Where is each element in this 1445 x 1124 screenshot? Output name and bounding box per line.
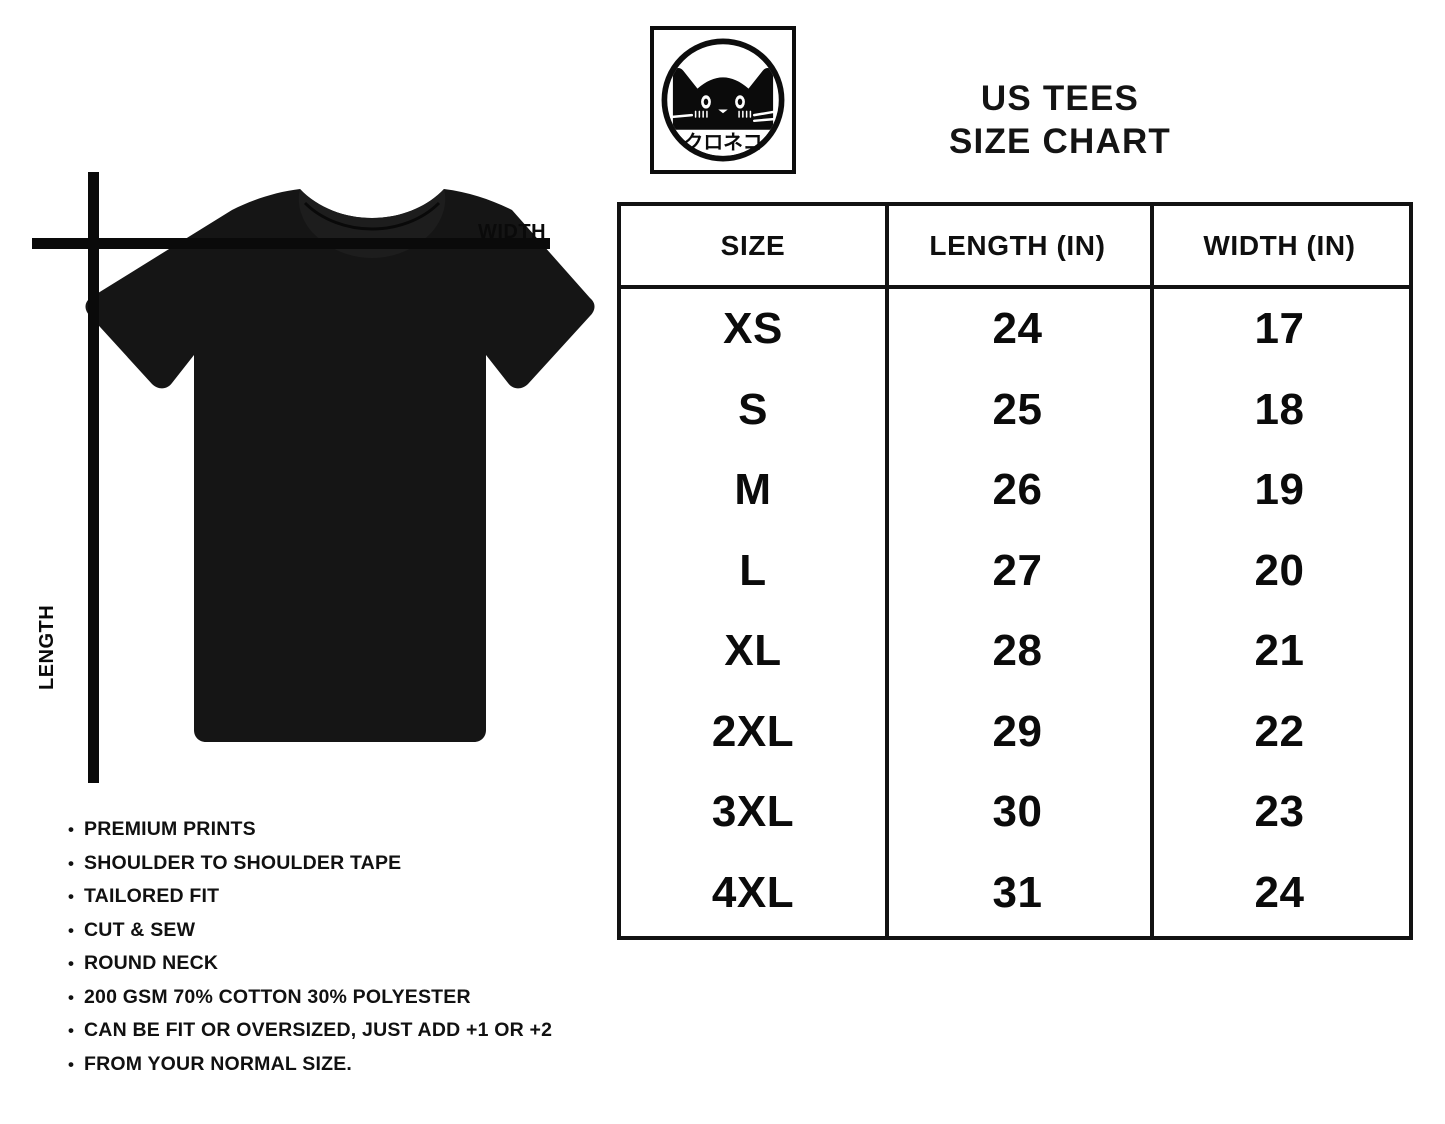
cell-length: 30: [992, 787, 1043, 837]
table-body: XS 24 17 S 25 18 M 26 19 L 27 20: [621, 289, 1409, 936]
list-item: • TAILORED FIT: [68, 885, 608, 907]
column-header-width: WIDTH (IN): [1203, 229, 1356, 261]
feature-text: PREMIUM PRINTS: [84, 818, 256, 840]
cell-width: 17: [1254, 304, 1305, 354]
feature-text: CAN BE FIT OR OVERSIZED, JUST ADD +1 OR …: [84, 1019, 553, 1041]
cell-size: 3XL: [711, 787, 795, 837]
list-item: • SHOULDER TO SHOULDER TAPE: [68, 851, 608, 874]
black-cat-logo-icon: クロネコ: [661, 38, 785, 162]
bullet-icon: •: [68, 1021, 75, 1040]
table-row: L 27 20: [621, 531, 1409, 612]
cell-length: 29: [992, 706, 1043, 756]
list-item: • 200 GSM 70% COTTON 30% POLYESTER: [68, 985, 608, 1008]
features-list: • PREMIUM PRINTS • SHOULDER TO SHOULDER …: [68, 818, 608, 1088]
feature-text: ROUND NECK: [84, 952, 219, 974]
size-chart-table: SIZE LENGTH (IN) WIDTH (IN) XS 24 17 S 2…: [617, 202, 1413, 940]
bullet-icon: •: [68, 887, 75, 906]
width-measure-line: [32, 238, 550, 249]
bullet-icon: •: [68, 987, 75, 1007]
length-label: LENGTH: [36, 604, 58, 690]
cell-width: 21: [1254, 626, 1305, 676]
feature-text: 200 GSM 70% COTTON 30% POLYESTER: [84, 985, 471, 1008]
column-divider-2: [1150, 206, 1154, 936]
bullet-icon: •: [68, 954, 75, 973]
title-line-2: SIZE CHART: [949, 121, 1171, 161]
list-item: • FROM YOUR NORMAL SIZE.: [68, 1052, 608, 1075]
cell-size: XS: [723, 304, 783, 354]
cell-length: 31: [992, 867, 1043, 917]
column-divider-1: [885, 206, 889, 936]
cell-size: L: [739, 545, 767, 595]
length-measure-line: [88, 172, 99, 783]
feature-text: TAILORED FIT: [84, 885, 220, 907]
tshirt-illustration-panel: WIDTH LENGTH: [0, 0, 610, 800]
cell-width: 18: [1254, 384, 1305, 434]
cell-size: XL: [724, 626, 782, 676]
bullet-icon: •: [68, 853, 75, 873]
cell-size: 4XL: [711, 867, 795, 917]
table-row: 3XL 30 23: [621, 772, 1409, 853]
column-header-size: SIZE: [720, 229, 786, 261]
header-divider: [621, 285, 1409, 289]
cell-width: 20: [1254, 545, 1305, 595]
table-header-row: SIZE LENGTH (IN) WIDTH (IN): [621, 206, 1409, 285]
cell-length: 24: [992, 304, 1043, 354]
table-row: XS 24 17: [621, 289, 1409, 370]
table-row: M 26 19: [621, 450, 1409, 531]
cell-length: 26: [992, 465, 1043, 515]
bullet-icon: •: [68, 920, 75, 940]
list-item: • PREMIUM PRINTS: [68, 818, 608, 840]
list-item: • ROUND NECK: [68, 952, 608, 974]
list-item: • CUT & SEW: [68, 918, 608, 941]
page-title: US TEES SIZE CHART: [845, 78, 1275, 163]
cell-size: 2XL: [711, 706, 795, 756]
cell-width: 22: [1254, 706, 1305, 756]
width-label: WIDTH: [478, 221, 547, 243]
feature-text: SHOULDER TO SHOULDER TAPE: [84, 851, 402, 874]
feature-text: FROM YOUR NORMAL SIZE.: [84, 1052, 353, 1075]
cell-width: 19: [1254, 465, 1305, 515]
cell-width: 24: [1254, 867, 1305, 917]
cell-width: 23: [1254, 787, 1305, 837]
brand-logo: クロネコ: [650, 26, 796, 174]
cell-size: M: [734, 465, 772, 515]
bullet-icon: •: [68, 1054, 75, 1074]
column-header-length: LENGTH (IN): [929, 229, 1106, 261]
feature-text: CUT & SEW: [84, 918, 196, 941]
cell-length: 27: [992, 545, 1043, 595]
cell-size: S: [738, 384, 768, 434]
bullet-icon: •: [68, 820, 75, 839]
cell-length: 28: [992, 626, 1043, 676]
table-row: S 25 18: [621, 370, 1409, 451]
table-row: XL 28 21: [621, 611, 1409, 692]
title-line-1: US TEES: [980, 79, 1140, 118]
table-row: 2XL 29 22: [621, 692, 1409, 773]
list-item: • CAN BE FIT OR OVERSIZED, JUST ADD +1 O…: [68, 1019, 608, 1041]
brand-katakana: クロネコ: [684, 131, 763, 154]
cell-length: 25: [992, 384, 1043, 434]
table-row: 4XL 31 24: [621, 853, 1409, 934]
